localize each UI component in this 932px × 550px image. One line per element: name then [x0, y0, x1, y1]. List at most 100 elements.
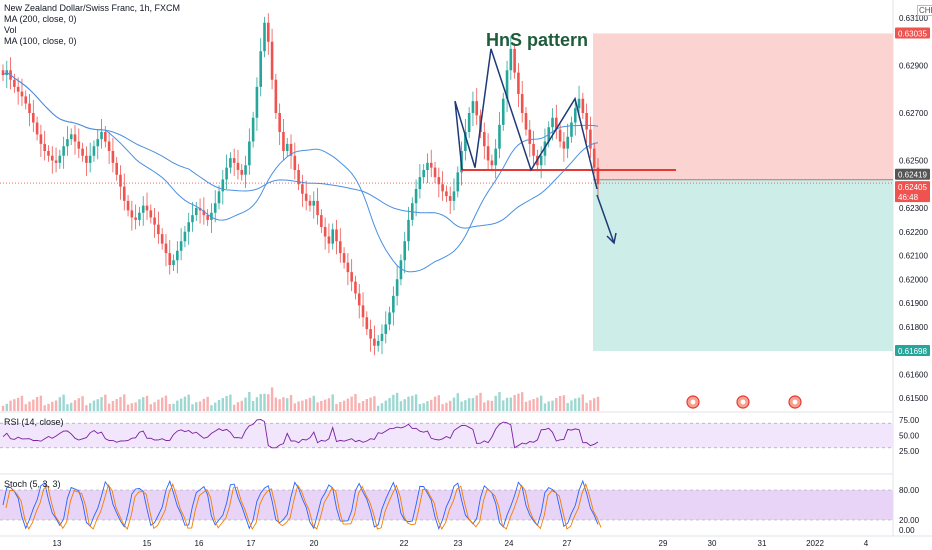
- candle: [157, 211, 160, 244]
- volume-bar: [88, 403, 92, 411]
- candle-body: [335, 229, 338, 242]
- volume-bar: [464, 400, 467, 411]
- candle: [58, 149, 62, 169]
- candle-body: [539, 155, 543, 166]
- candle: [524, 107, 528, 136]
- candle: [475, 88, 479, 125]
- volume-bar: [236, 402, 240, 411]
- candle: [16, 77, 20, 105]
- projection-arrow: [596, 194, 615, 244]
- candle: [433, 161, 437, 184]
- candle-body: [270, 41, 274, 80]
- volume-bar: [274, 397, 278, 411]
- candle-body: [278, 113, 281, 132]
- candle: [50, 146, 54, 174]
- candle-body: [107, 141, 111, 151]
- candle: [221, 170, 225, 205]
- candle: [153, 208, 156, 238]
- candle: [176, 241, 179, 274]
- candle: [289, 134, 293, 169]
- candle: [149, 204, 153, 224]
- volume-bar: [62, 394, 65, 411]
- candle-body: [39, 134, 43, 144]
- volume-bar: [494, 395, 497, 411]
- candle-body: [395, 279, 399, 296]
- volume-bar: [104, 394, 107, 411]
- volume-bar: [225, 396, 228, 411]
- volume-bar: [9, 400, 12, 411]
- candle-body: [81, 148, 84, 156]
- candle-body: [555, 117, 558, 130]
- candle-body: [437, 177, 441, 185]
- rsi-tick-label: 25.00: [899, 447, 920, 456]
- time-tick-label: 20: [310, 539, 319, 548]
- candle: [172, 254, 175, 271]
- candle-body: [16, 86, 20, 92]
- candle: [596, 158, 600, 198]
- candle: [69, 128, 73, 146]
- candle-body: [517, 72, 520, 94]
- price-tick-label: 0.61500: [899, 394, 928, 403]
- candle: [293, 142, 297, 180]
- volume-bar: [293, 403, 297, 411]
- volume-bar: [85, 405, 88, 411]
- candle: [407, 206, 410, 251]
- candle: [350, 259, 353, 292]
- candle-body: [456, 172, 460, 192]
- candle: [270, 28, 274, 90]
- candle: [251, 111, 255, 148]
- candle-body: [501, 98, 505, 125]
- candle-body: [236, 162, 240, 170]
- currency-label[interactable]: CHF: [917, 5, 932, 16]
- price-tag: [895, 344, 930, 356]
- candle-body: [338, 241, 342, 254]
- candle-body: [85, 155, 88, 163]
- candle: [263, 16, 266, 58]
- candle-body: [244, 165, 247, 175]
- candle-body: [414, 189, 418, 204]
- candle: [494, 139, 497, 179]
- candle-body: [433, 167, 437, 178]
- candle-body: [1, 70, 5, 75]
- chart-legend: New Zealand Dollar/Swiss Franc, 1h, FXCM…: [4, 3, 180, 47]
- volume-bar: [28, 401, 31, 411]
- candle-body: [100, 132, 103, 140]
- candle-body: [282, 132, 285, 151]
- volume-bar: [39, 395, 43, 411]
- candle: [28, 94, 31, 127]
- candle-body: [183, 231, 187, 242]
- candle: [191, 202, 194, 232]
- candle-body: [577, 98, 581, 109]
- price-tick-label: 0.62100: [899, 252, 928, 261]
- volume-bar: [498, 392, 501, 411]
- volume-bar: [521, 392, 524, 411]
- candle-body: [528, 129, 532, 144]
- candle: [187, 212, 191, 245]
- candle: [47, 145, 50, 162]
- candle: [248, 128, 251, 175]
- candle: [498, 111, 501, 159]
- volume-bar: [365, 399, 369, 411]
- candle: [464, 118, 467, 161]
- candle: [266, 13, 270, 55]
- candle-body: [467, 113, 471, 132]
- volume-bar: [323, 399, 327, 411]
- volume-bar: [70, 402, 73, 411]
- hns-pattern-line: [454, 48, 598, 190]
- candle-body: [354, 281, 357, 294]
- candle-body: [392, 295, 395, 313]
- volume-bar: [301, 400, 304, 411]
- candle: [327, 223, 331, 254]
- candle: [232, 148, 236, 176]
- candle-body: [464, 132, 467, 151]
- candle-body: [115, 162, 118, 175]
- volume-bar: [517, 393, 520, 411]
- candle-body: [202, 210, 206, 216]
- candle: [126, 194, 130, 217]
- volume-bar: [259, 394, 262, 411]
- candle-body: [418, 177, 422, 189]
- volume-bar: [505, 397, 509, 411]
- candle-body: [551, 117, 554, 128]
- volume-bar: [441, 404, 444, 411]
